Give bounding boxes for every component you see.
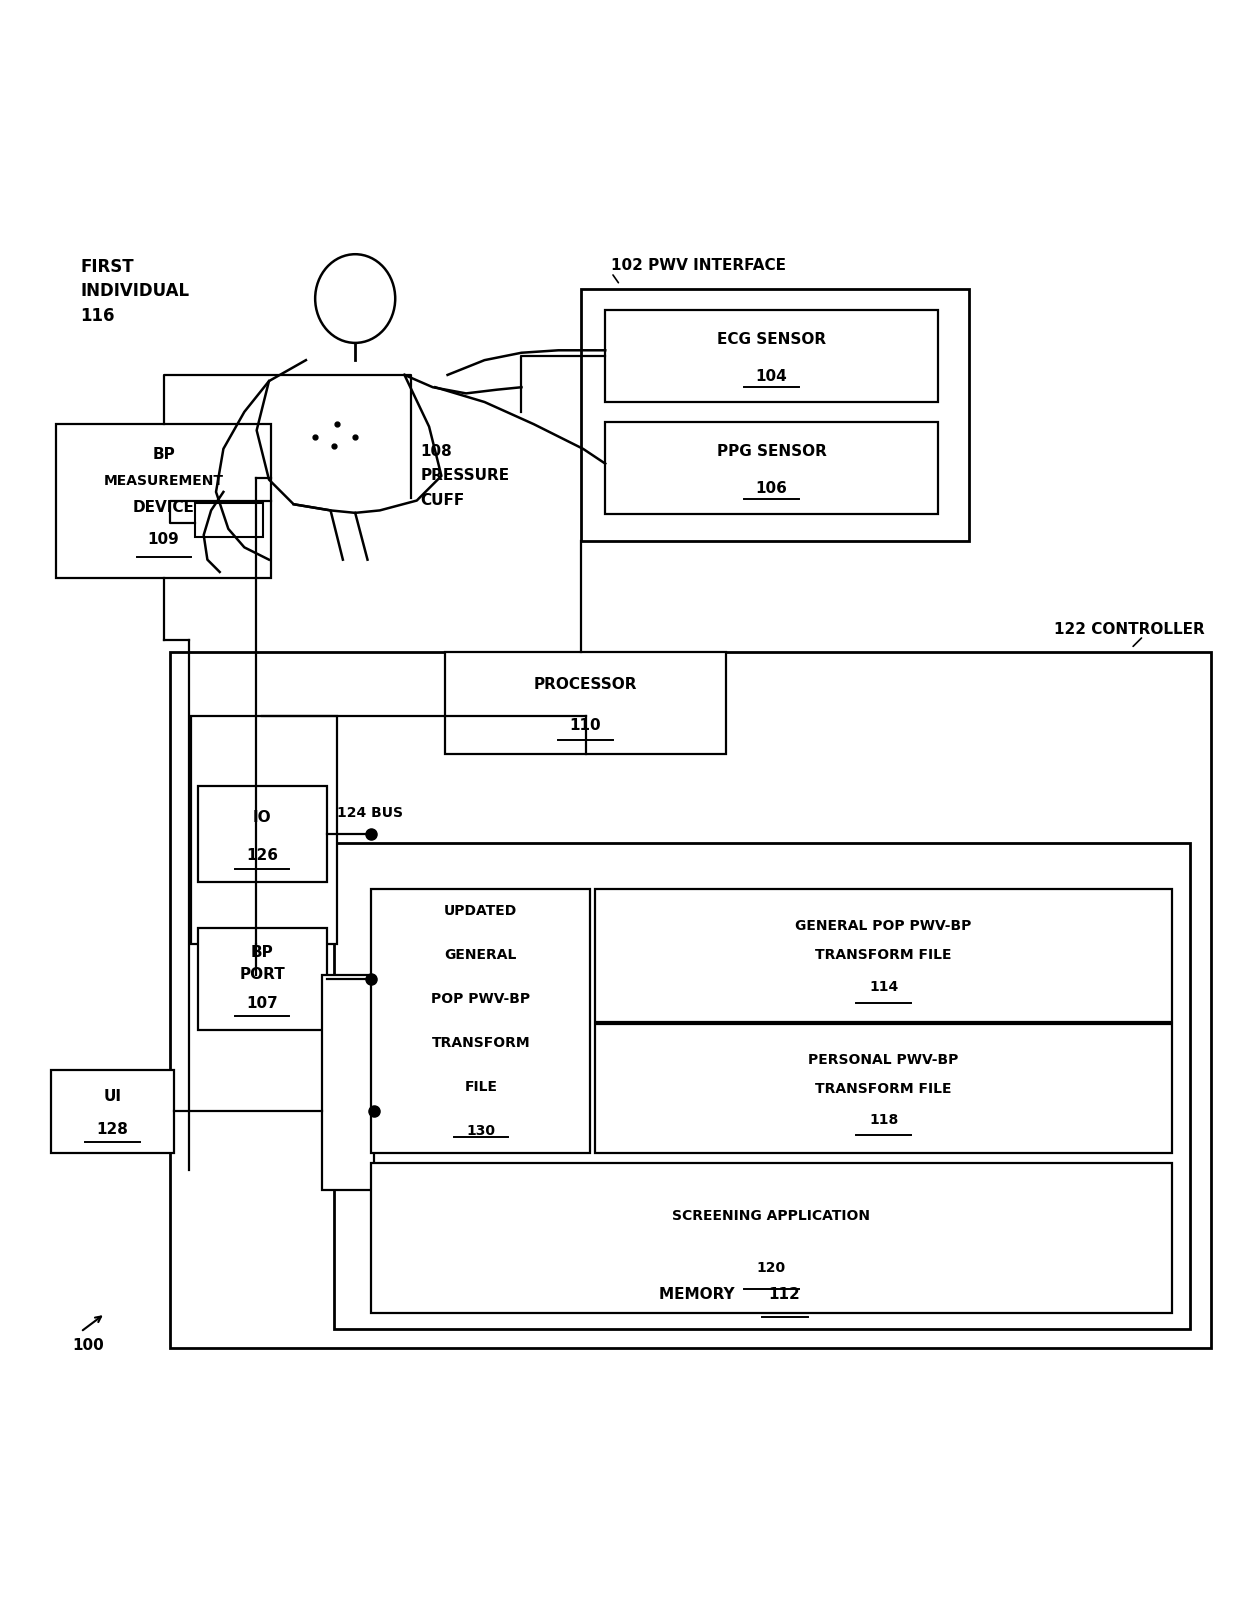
Text: 126: 126: [247, 848, 278, 862]
Text: PROCESSOR: PROCESSOR: [533, 677, 637, 692]
Bar: [595, 888, 1172, 1022]
Text: 116: 116: [81, 306, 115, 324]
Bar: [595, 1024, 1172, 1153]
Text: MEASUREMENT: MEASUREMENT: [104, 474, 223, 488]
Text: PORT: PORT: [239, 967, 285, 982]
Text: 122 CONTROLLER: 122 CONTROLLER: [1054, 622, 1205, 637]
Text: TRANSFORM: TRANSFORM: [432, 1037, 531, 1049]
Text: PRESSURE: PRESSURE: [420, 469, 510, 484]
Bar: [580, 289, 968, 542]
Text: 120: 120: [756, 1261, 786, 1275]
Text: 108: 108: [420, 443, 453, 459]
Bar: [51, 1070, 174, 1153]
Text: PPG SENSOR: PPG SENSOR: [717, 443, 826, 459]
Text: 118: 118: [869, 1112, 898, 1127]
Bar: [56, 424, 272, 579]
Text: 107: 107: [247, 996, 278, 1011]
Text: 114: 114: [869, 980, 898, 995]
Text: UI: UI: [104, 1088, 122, 1104]
Text: UPDATED: UPDATED: [444, 904, 517, 917]
Text: 100: 100: [72, 1338, 104, 1352]
Text: 128: 128: [97, 1122, 129, 1138]
Bar: [197, 929, 327, 1030]
Text: BP: BP: [153, 448, 175, 463]
Bar: [605, 310, 937, 401]
Bar: [371, 1164, 1172, 1314]
Bar: [335, 843, 1190, 1330]
Text: CUFF: CUFF: [420, 493, 465, 508]
Bar: [195, 503, 263, 537]
Text: TRANSFORM FILE: TRANSFORM FILE: [816, 948, 952, 962]
Text: 102 PWV INTERFACE: 102 PWV INTERFACE: [611, 258, 786, 272]
Text: DEVICE: DEVICE: [133, 500, 195, 514]
Bar: [322, 975, 373, 1190]
Text: 106: 106: [755, 480, 787, 496]
Text: BP: BP: [250, 945, 274, 961]
Text: 109: 109: [148, 532, 180, 546]
Bar: [197, 787, 327, 882]
Text: 110: 110: [569, 719, 601, 733]
Text: MEMORY: MEMORY: [660, 1288, 740, 1302]
Text: GENERAL: GENERAL: [445, 948, 517, 962]
Text: 104: 104: [755, 369, 787, 384]
Text: FILE: FILE: [464, 1080, 497, 1095]
Text: TRANSFORM FILE: TRANSFORM FILE: [816, 1082, 952, 1096]
Text: FIRST: FIRST: [81, 258, 134, 276]
Text: INDIVIDUAL: INDIVIDUAL: [81, 282, 190, 300]
Text: 130: 130: [466, 1124, 495, 1138]
Text: IO: IO: [253, 809, 272, 824]
Text: POP PWV-BP: POP PWV-BP: [432, 991, 531, 1006]
Text: 112: 112: [769, 1288, 800, 1302]
Bar: [371, 888, 590, 1153]
Bar: [191, 716, 337, 945]
Bar: [445, 651, 725, 754]
Bar: [170, 651, 1211, 1348]
Text: PERSONAL PWV-BP: PERSONAL PWV-BP: [808, 1053, 959, 1067]
Text: GENERAL POP PWV-BP: GENERAL POP PWV-BP: [795, 919, 972, 933]
Text: 124 BUS: 124 BUS: [337, 806, 403, 819]
Text: SCREENING APPLICATION: SCREENING APPLICATION: [672, 1209, 870, 1224]
Text: ECG SENSOR: ECG SENSOR: [717, 332, 826, 347]
Bar: [605, 422, 937, 514]
